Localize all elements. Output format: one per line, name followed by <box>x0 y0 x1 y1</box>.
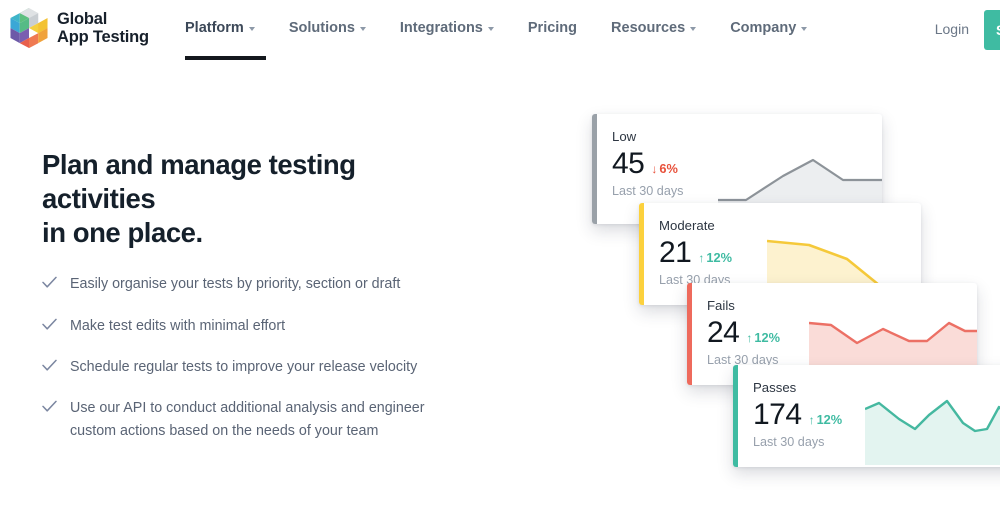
status-badge: ↑ 12% <box>698 250 732 265</box>
card-value: 45 <box>612 147 645 181</box>
page-title: Plan and manage testing activities in on… <box>42 148 472 249</box>
card-value: 174 <box>753 398 802 432</box>
card-title: Low <box>612 129 637 144</box>
card-subtitle: Last 30 days <box>659 272 731 287</box>
card-metric-row: 21 ↑ 12% <box>659 237 732 269</box>
list-item: Easily organise your tests by priority, … <box>42 273 472 296</box>
chevron-down-icon <box>690 27 697 31</box>
card-accent-bar <box>687 283 692 385</box>
signup-button[interactable]: Sign up <box>984 10 1000 50</box>
card-content: Passes 174 ↑ 12% Last 30 days <box>753 381 842 448</box>
nav-item-label: Resources <box>611 20 686 36</box>
login-link[interactable]: Login <box>934 21 969 37</box>
hero-text-column: Plan and manage testing activities in on… <box>42 148 472 461</box>
card-content: Low 45 ↓ 6% Last 30 days <box>612 130 683 197</box>
card-delta-value: 12% <box>816 412 843 428</box>
check-icon <box>42 318 57 330</box>
chevron-down-icon <box>359 27 366 31</box>
active-nav-indicator <box>185 56 266 60</box>
list-item-label: Use our API to conduct additional analys… <box>70 399 425 440</box>
brand-name: Global App Testing <box>57 10 149 47</box>
trend-down-icon: ↓ <box>651 162 658 177</box>
nav-item-solutions[interactable]: Solutions <box>272 20 383 36</box>
card-value: 21 <box>659 236 692 270</box>
top-navigation-bar: Global App Testing Platform Solutions In… <box>0 0 1000 62</box>
trend-up-icon: ↑ <box>808 413 815 428</box>
chevron-down-icon <box>801 27 808 31</box>
card-content: Fails 24 ↑ 12% Last 30 days <box>707 299 780 366</box>
nav-item-label: Integrations <box>399 20 483 36</box>
list-item: Use our API to conduct additional analys… <box>42 397 472 443</box>
list-item: Make test edits with minimal effort <box>42 315 472 338</box>
nav-item-label: Platform <box>185 20 244 36</box>
nav-item-resources[interactable]: Resources <box>594 20 713 36</box>
card-metric-row: 45 ↓ 6% <box>612 148 683 180</box>
card-metric-row: 24 ↑ 12% <box>707 317 780 349</box>
nav-links: Platform Solutions Integrations Pricing … <box>185 20 824 36</box>
card-accent-bar <box>592 114 597 224</box>
nav-item-integrations[interactable]: Integrations <box>383 20 511 36</box>
card-metric-row: 174 ↑ 12% <box>753 399 842 431</box>
status-badge: ↓ 6% <box>651 161 678 176</box>
status-badge: ↑ 12% <box>746 330 780 345</box>
check-icon <box>42 400 57 412</box>
card-content: Moderate 21 ↑ 12% Last 30 days <box>659 219 732 286</box>
metric-card-passes[interactable]: Passes 174 ↑ 12% Last 30 days <box>733 365 1000 467</box>
card-title: Passes <box>753 380 797 395</box>
card-accent-bar <box>733 365 738 467</box>
card-delta-value: 12% <box>706 250 732 266</box>
list-item-label: Make test edits with minimal effort <box>70 317 286 334</box>
trend-up-icon: ↑ <box>746 331 753 346</box>
card-subtitle: Last 30 days <box>753 434 825 449</box>
card-subtitle: Last 30 days <box>707 352 779 367</box>
page-title-line2: in one place. <box>42 216 203 248</box>
card-value: 24 <box>707 316 740 350</box>
nav-item-pricing[interactable]: Pricing <box>511 20 594 36</box>
list-item-label: Schedule regular tests to improve your r… <box>70 358 418 375</box>
trend-up-icon: ↑ <box>698 251 705 266</box>
page-title-line1: Plan and manage testing activities <box>42 149 356 214</box>
list-item-label: Easily organise your tests by priority, … <box>70 276 401 293</box>
nav-item-label: Company <box>730 20 797 36</box>
nav-item-company[interactable]: Company <box>713 20 824 36</box>
card-title: Fails <box>707 298 735 313</box>
check-icon <box>42 359 57 371</box>
nav-item-label: Solutions <box>288 20 355 36</box>
card-delta-value: 6% <box>659 161 678 177</box>
chevron-down-icon <box>487 27 494 31</box>
list-item: Schedule regular tests to improve your r… <box>42 356 472 379</box>
card-subtitle: Last 30 days <box>612 183 684 198</box>
check-icon <box>42 277 57 288</box>
card-accent-bar <box>639 203 644 305</box>
nav-item-platform[interactable]: Platform <box>185 20 272 36</box>
card-title: Moderate <box>659 218 715 233</box>
brand-name-line2: App Testing <box>57 28 149 46</box>
brand-name-line1: Global <box>57 9 108 28</box>
brand-logo[interactable]: Global App Testing <box>10 8 149 48</box>
card-sparkline-chart <box>865 389 1000 465</box>
feature-bullet-list: Easily organise your tests by priority, … <box>42 273 472 443</box>
chevron-down-icon <box>248 27 255 31</box>
card-delta-value: 12% <box>754 330 780 346</box>
hexagon-cube-logo-icon <box>10 8 48 48</box>
status-badge: ↑ 12% <box>809 412 843 427</box>
nav-item-label: Pricing <box>527 20 578 36</box>
